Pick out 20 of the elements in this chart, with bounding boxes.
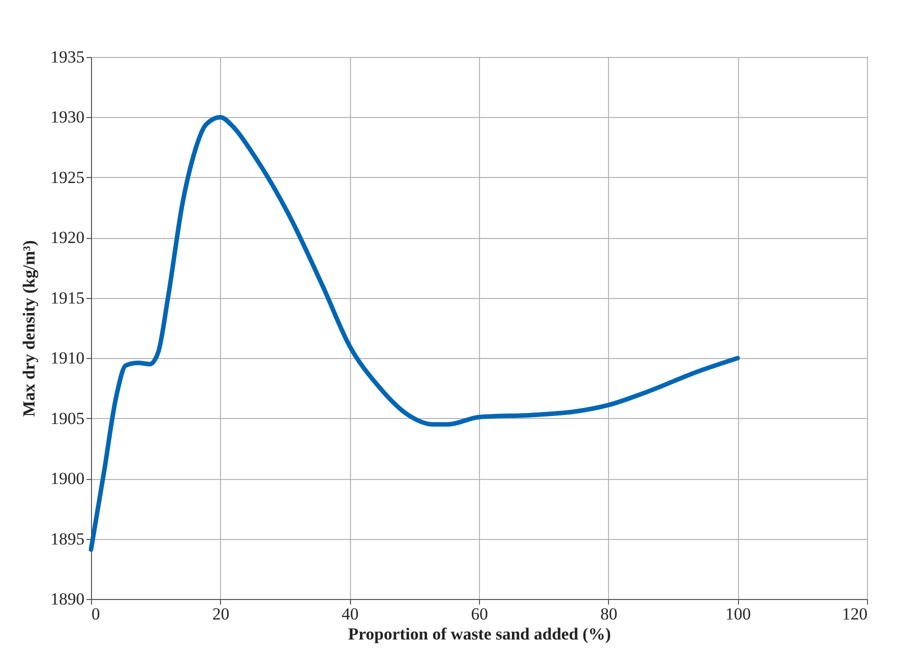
y-tick-label: 1935: [50, 48, 84, 66]
x-tick-label: 120: [842, 604, 868, 624]
y-tick-label: 1920: [50, 228, 84, 248]
x-axis-title: Proportion of waste sand added (%): [348, 624, 611, 644]
x-tick-label: 20: [212, 604, 230, 624]
x-tick-label: 60: [471, 604, 488, 624]
x-tick-label: 0: [92, 604, 100, 624]
y-tick-label: 1915: [50, 288, 84, 308]
x-tick-label: 100: [725, 604, 751, 624]
y-tick-label: 1930: [50, 108, 84, 127]
x-tick-label: 40: [342, 604, 359, 624]
y-tick-label: 1925: [50, 168, 84, 187]
y-tick-label: 1890: [50, 590, 84, 608]
y-axis-title: Max dry density (kg/m³): [20, 240, 38, 417]
x-tick-label: 80: [600, 604, 618, 624]
y-tick-label: 1910: [50, 348, 84, 368]
y-tick-label: 1895: [50, 529, 84, 548]
y-tick-label: 1905: [50, 408, 84, 428]
line-series: [88, 114, 740, 552]
y-tick-label: 1900: [50, 469, 84, 488]
